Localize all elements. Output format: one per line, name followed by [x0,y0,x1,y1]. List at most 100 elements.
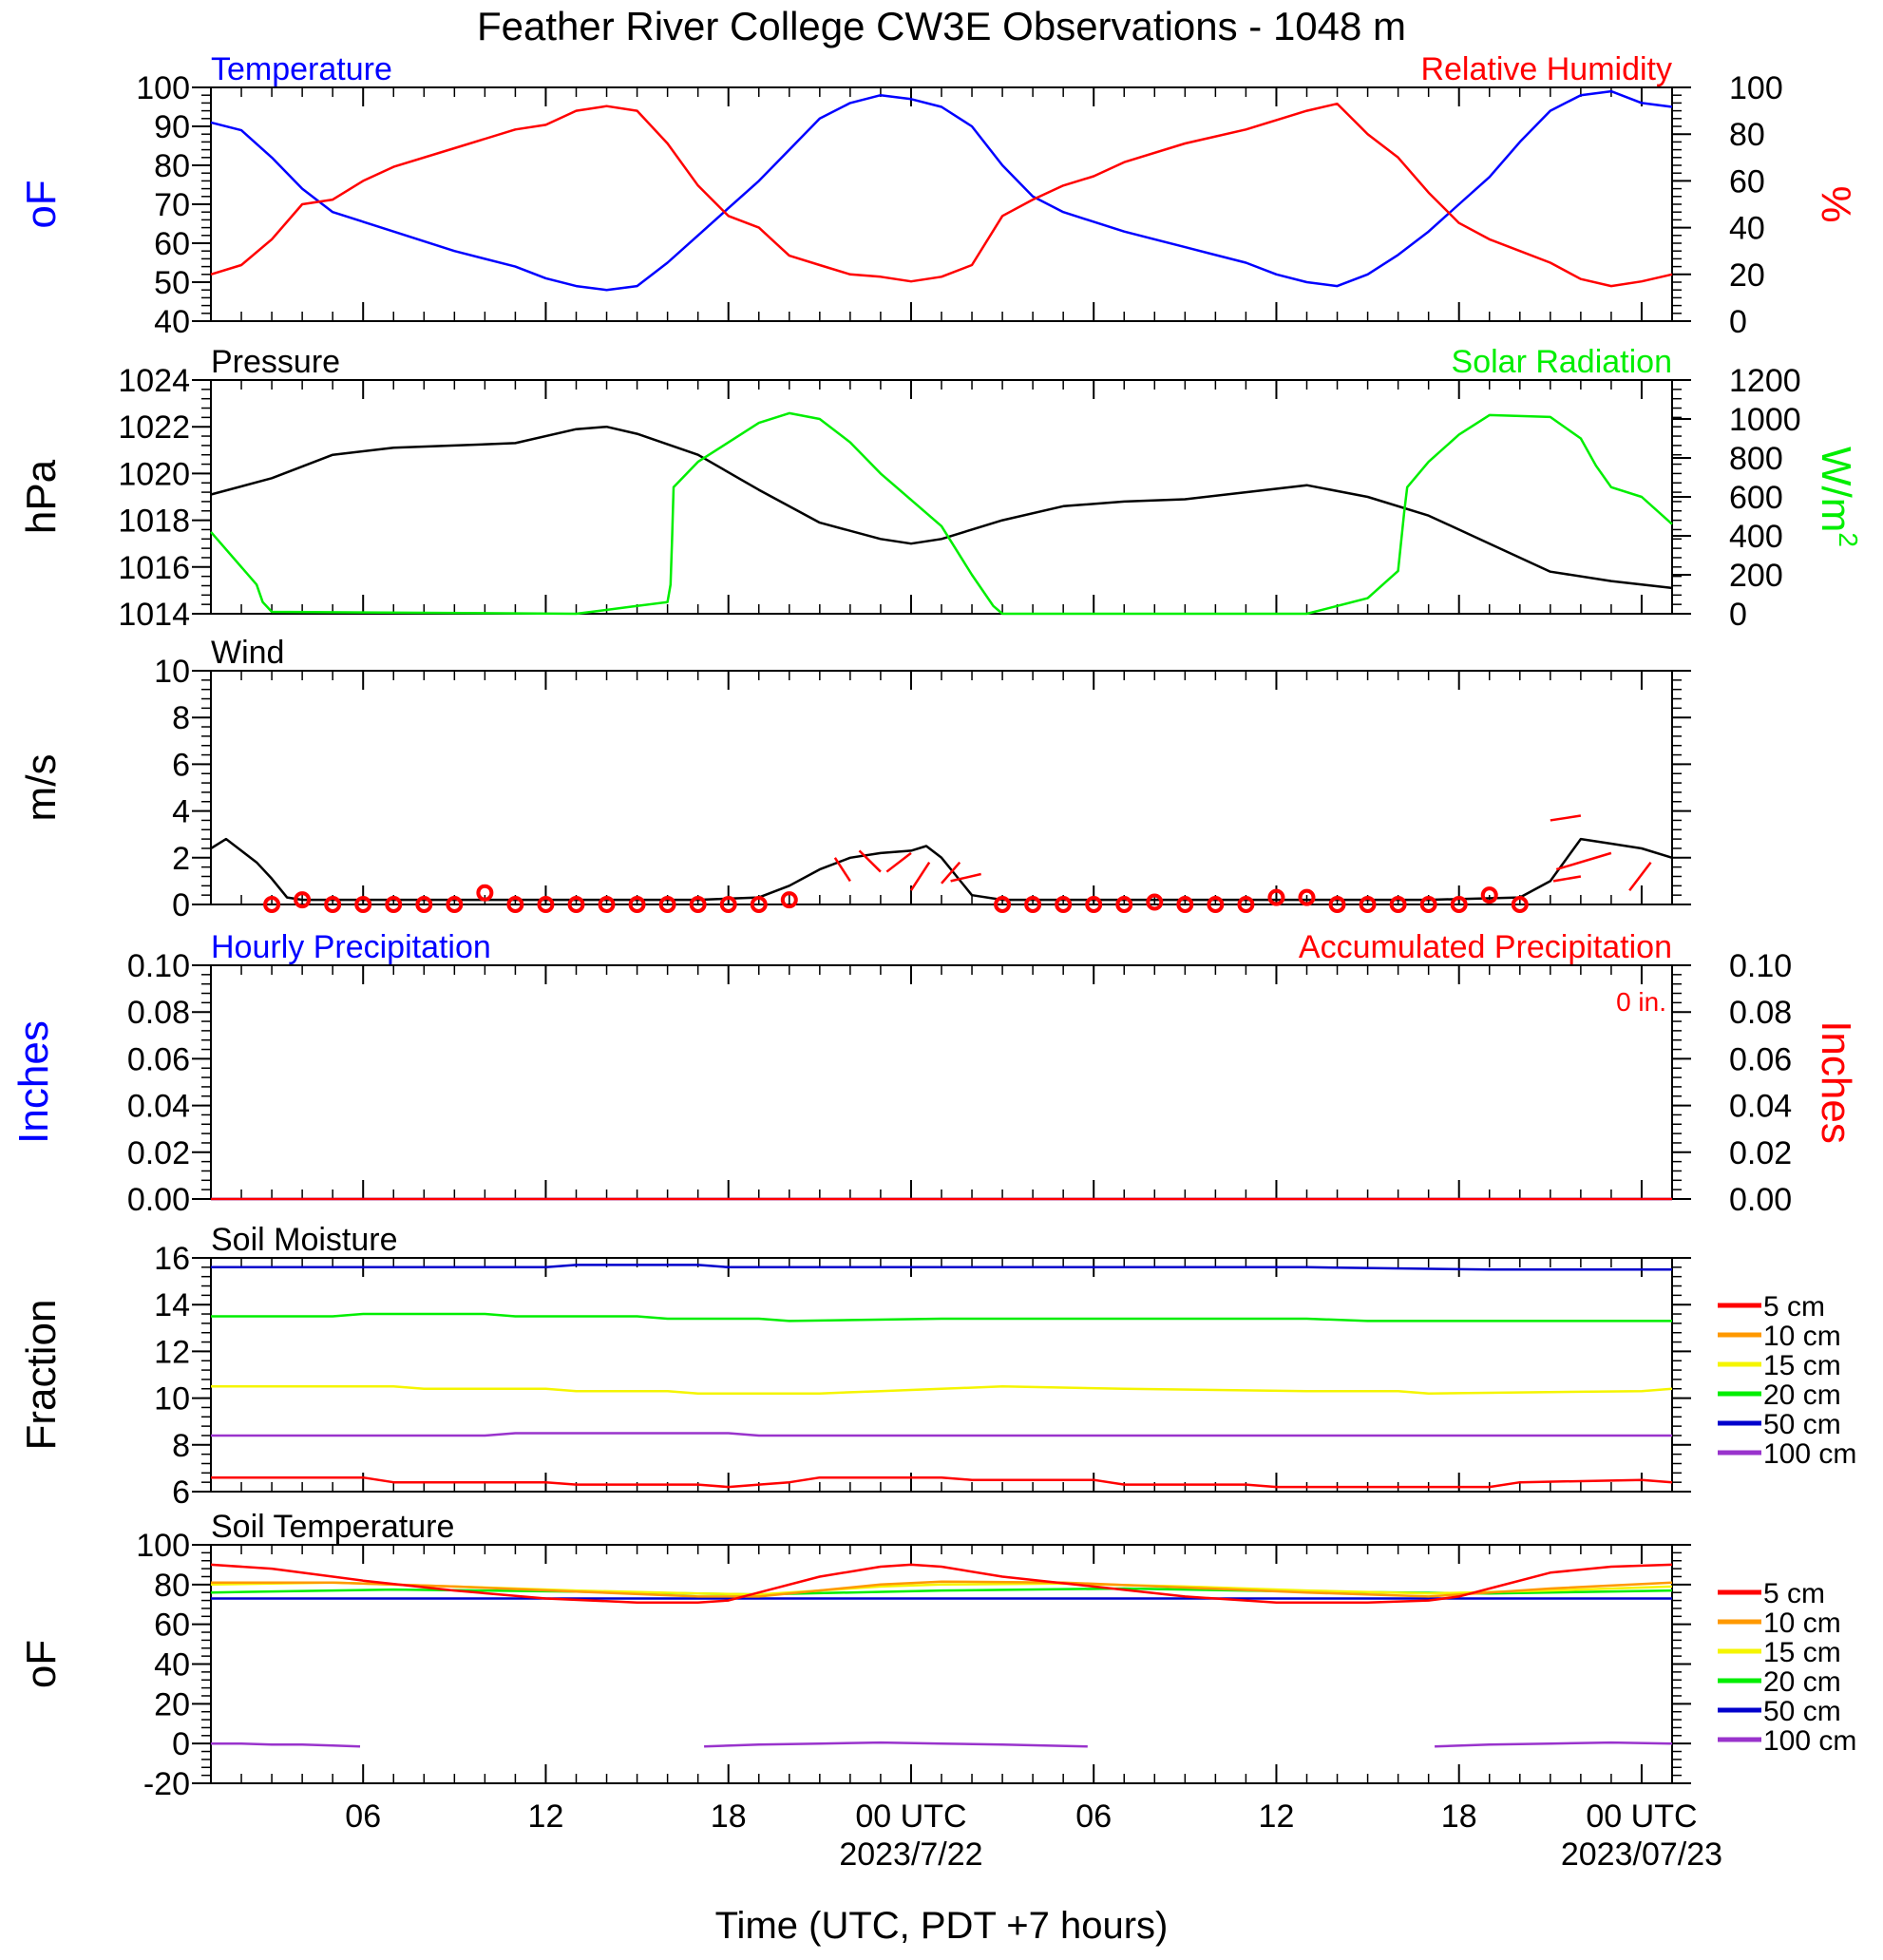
y-tick-label: 1018 [118,504,190,540]
y-tick-label: 50 [154,265,190,301]
panel-right-title: Accumulated Precipitation [1299,929,1672,965]
x-tick-label: 18 [711,1798,747,1835]
right-y-tick-label: 1000 [1729,402,1801,438]
series-line-1 [210,89,1673,292]
right-y-tick-label: 60 [1729,163,1765,200]
series-line-1 [210,837,1673,902]
y-tick-label: 1014 [118,597,190,633]
calm-wind-marker [1024,896,1042,913]
series-line-5 [210,1563,1673,1604]
y-tick-label: 100 [136,1528,190,1564]
panel-left-title: Soil Temperature [211,1509,454,1545]
calm-wind-marker [476,884,494,902]
calm-wind-marker [537,896,555,913]
calm-wind-marker [294,891,312,909]
y-tick-label: 8 [172,700,190,736]
legend-label: 20 cm [1763,1666,1841,1698]
y-tick-label: 8 [172,1428,190,1464]
wind-barb [858,849,882,873]
y-tick-label: 10 [154,654,190,690]
wind-barb [833,857,851,883]
legend-label: 10 cm [1763,1608,1841,1639]
right-y-axis-label-text: W/m [1813,447,1859,532]
calm-wind-marker [567,896,585,913]
right-y-tick-label: 0 [1729,597,1747,633]
left-y-axis-label: oF [18,180,65,228]
y-tick-label: 12 [154,1334,190,1370]
series-line-5 [211,1475,1673,1489]
wind-barb [1555,851,1612,871]
calm-wind-marker [1419,896,1437,913]
calm-wind-marker [994,896,1012,913]
precip-total-annotation: 0 in. [1616,987,1666,1017]
legend-label: 20 cm [1763,1380,1841,1411]
y-tick-label: 0.10 [127,948,190,984]
series-line-1 [211,1264,1672,1271]
y-tick-label: 0 [172,887,190,923]
y-tick-label: 4 [172,794,190,830]
calm-wind-marker [324,896,342,913]
y-tick-label: 0.00 [127,1182,190,1218]
right-y-tick-label: 0.06 [1729,1041,1792,1077]
y-tick-label: 16 [154,1241,190,1277]
wind-barb [1552,875,1582,883]
right-y-tick-label: 200 [1729,558,1783,594]
y-tick-label: 80 [154,1568,190,1604]
legend-label: 100 cm [1763,1725,1856,1757]
y-tick-label: 40 [154,1647,190,1684]
y-tick-label: 20 [154,1686,190,1722]
right-y-axis-label-superscript: 2 [1834,532,1863,547]
y-tick-label: 1016 [118,550,190,586]
series-line-8 [1435,1741,1673,1748]
calm-wind-marker [1085,896,1103,913]
calm-wind-marker [1267,888,1285,906]
y-tick-label: -20 [143,1766,190,1802]
y-tick-label: 10 [154,1381,190,1418]
series-line-2 [210,102,1673,288]
calm-wind-marker [780,891,798,909]
calm-wind-marker [1359,896,1377,913]
y-tick-label: 0.06 [127,1041,190,1077]
calm-wind-marker [415,896,433,913]
calm-wind-marker [1298,888,1316,906]
legend-label: 15 cm [1763,1637,1841,1668]
calm-wind-marker [628,896,646,913]
x-tick-label: 06 [1075,1798,1112,1835]
wind-barb [941,861,961,885]
series-line-6 [211,1741,361,1748]
calm-wind-marker [1511,896,1529,913]
x-tick-date-label: 2023/07/23 [1561,1836,1722,1873]
right-y-tick-label: 0.04 [1729,1089,1792,1125]
calm-wind-marker [658,896,676,913]
x-tick-label: 12 [1259,1798,1295,1835]
y-tick-label: 6 [172,1475,190,1511]
calm-wind-marker [1389,896,1407,913]
y-tick-label: 14 [154,1287,190,1323]
x-tick-label: 00 UTC [1586,1798,1697,1835]
y-tick-label: 70 [154,187,190,223]
legend-label: 5 cm [1763,1578,1825,1609]
y-tick-label: 60 [154,226,190,262]
calm-wind-marker [750,896,768,913]
calm-wind-marker [385,896,403,913]
right-y-tick-label: 80 [1729,117,1765,153]
panel-right-title: Relative Humidity [1420,51,1672,87]
calm-wind-marker [719,896,737,913]
right-y-axis-label: % [1813,185,1859,222]
right-y-tick-label: 0.10 [1729,948,1792,984]
series-line-3 [211,1385,1673,1395]
x-tick-label: 18 [1441,1798,1477,1835]
calm-wind-marker [1328,896,1346,913]
panel-3: 0 2 4 6 8 10 Wind m/s [18,635,1691,923]
series-line-2 [211,1312,1672,1323]
right-y-axis-label: Inches [1813,1020,1859,1144]
left-y-axis-label: m/s [18,754,65,822]
right-y-tick-label: 40 [1729,211,1765,247]
panel-2: 1014 1016 1018 1020 1022 1024 0200400600800100… [18,344,1863,633]
calm-wind-marker [689,896,707,913]
right-y-tick-label: 400 [1729,519,1783,555]
